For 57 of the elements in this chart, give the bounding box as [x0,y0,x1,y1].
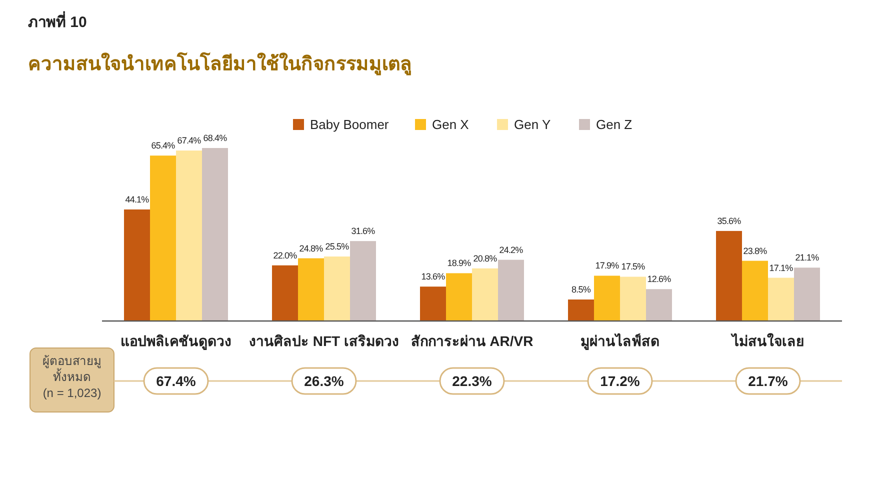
legend-label: Gen Y [514,117,551,132]
bar [202,148,228,321]
data-label: 8.5% [572,284,591,294]
bar [794,268,820,321]
data-label: 21.1% [795,252,820,263]
data-label: 25.5% [325,242,350,252]
data-label: 65.4% [151,140,176,151]
data-label: 68.4% [203,133,228,143]
text: 26.3% [304,373,344,389]
bar [298,258,324,321]
data-label: 18.9% [447,258,472,268]
bar [646,289,672,321]
data-label: 24.2% [499,244,524,255]
bar [768,278,794,321]
data-label: 24.8% [299,243,324,254]
data-label: 67.4% [177,136,202,146]
bar [568,300,594,321]
data-label: 20.8% [473,253,498,264]
chart-title: ความสนใจนำเทคโนโลยีมาใช้ในกิจกรรมมูเตลู [28,52,412,76]
bar [498,260,524,321]
x-tick-label: มูผ่านไลฟ์สด [580,332,660,350]
data-label: 17.1% [769,262,794,273]
bar [176,150,202,321]
legend-label: Gen X [432,117,470,132]
data-label: 12.6% [647,274,672,284]
bar [446,273,472,321]
bar [150,156,176,321]
data-label: 35.6% [717,216,742,226]
text: ผู้ตอบสายมู ทั้งหมด (n = 1,023) [42,354,102,400]
legend-label: Baby Boomer [310,117,390,132]
data-label: 31.6% [351,226,376,236]
bar [716,230,742,321]
text: 22.3% [452,373,492,389]
bar [350,241,376,321]
data-label: 17.9% [595,260,620,271]
text: 21.7% [748,373,788,389]
data-label: 22.0% [273,250,298,260]
x-tick-label: สักการะผ่าน AR/VR [410,333,534,349]
bar [124,209,150,321]
x-tick-label: แอปพลิเคชันดูดวง [120,333,232,350]
bar [594,276,620,321]
bar [272,265,298,321]
text: 67.4% [156,373,196,389]
data-label: 23.8% [743,246,768,256]
text: 17.2% [600,373,640,389]
bar [742,260,768,321]
text: ภาพที่ 10 [28,11,87,31]
data-label: 44.1% [125,194,150,204]
bar [324,256,350,321]
bar [620,276,646,321]
data-label: 13.6% [421,272,446,282]
data-label: 17.5% [621,262,646,272]
bar [420,286,446,321]
bar [472,268,498,321]
x-tick-label: งานศิลปะ NFT เสริมดวง [249,333,399,349]
x-tick-label: ไม่สนใจเลย [730,332,804,349]
legend-label: Gen Z [596,117,632,132]
